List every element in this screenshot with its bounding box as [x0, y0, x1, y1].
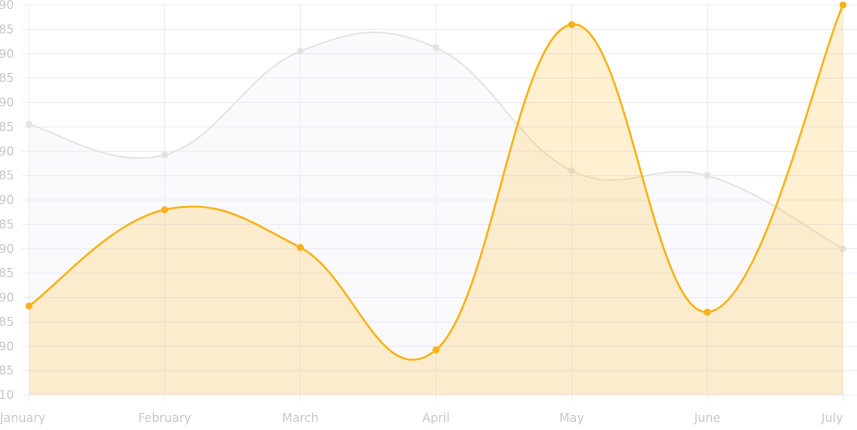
y-tick-label: 85: [0, 217, 14, 231]
series-2-line: [28, 4, 844, 361]
series-1-point: [25, 120, 33, 128]
y-tick-label: 90: [0, 0, 14, 12]
x-tick-label: June: [693, 411, 720, 425]
y-tick-label: 90: [0, 144, 14, 158]
x-tick-label: January: [0, 411, 46, 425]
y-tick-label: 90: [0, 96, 14, 110]
series-1-point: [703, 172, 711, 180]
series-1-point: [296, 47, 304, 55]
y-tick-label: 90: [0, 47, 14, 61]
y-tick-label: 85: [0, 169, 14, 183]
x-tick-label: February: [138, 411, 191, 425]
x-tick-label: March: [282, 411, 319, 425]
series-2-point: [432, 346, 440, 354]
y-tick-label: 85: [0, 71, 14, 85]
x-tick-label: April: [422, 411, 449, 425]
y-tick-label: 90: [0, 193, 14, 207]
y-tick-label: 85: [0, 364, 14, 378]
series-2-point: [296, 244, 304, 252]
x-tick-label: July: [820, 411, 843, 425]
series-2-point: [161, 206, 169, 214]
y-tick-label: 85: [0, 120, 14, 134]
y-tick-label: 90: [0, 291, 14, 305]
series-2-point: [568, 21, 576, 28]
x-tick-label: May: [559, 411, 584, 425]
y-tick-label: 90: [0, 242, 14, 256]
y-tick-label: 85: [0, 22, 14, 36]
y-tick-label: 85: [0, 315, 14, 329]
series-2-point: [703, 308, 711, 316]
y-tick-label: 85: [0, 266, 14, 280]
series-1-point: [432, 44, 440, 52]
series-1-point: [161, 151, 169, 159]
series-1-area: [29, 32, 843, 395]
series-1-point: [568, 167, 576, 175]
series-2-area: [29, 5, 843, 395]
series-2-point: [25, 302, 33, 310]
y-tick-label: 10: [0, 388, 14, 402]
y-tick-label: 90: [0, 339, 14, 353]
series-2-point: [839, 1, 847, 9]
series-1-point: [839, 245, 847, 253]
